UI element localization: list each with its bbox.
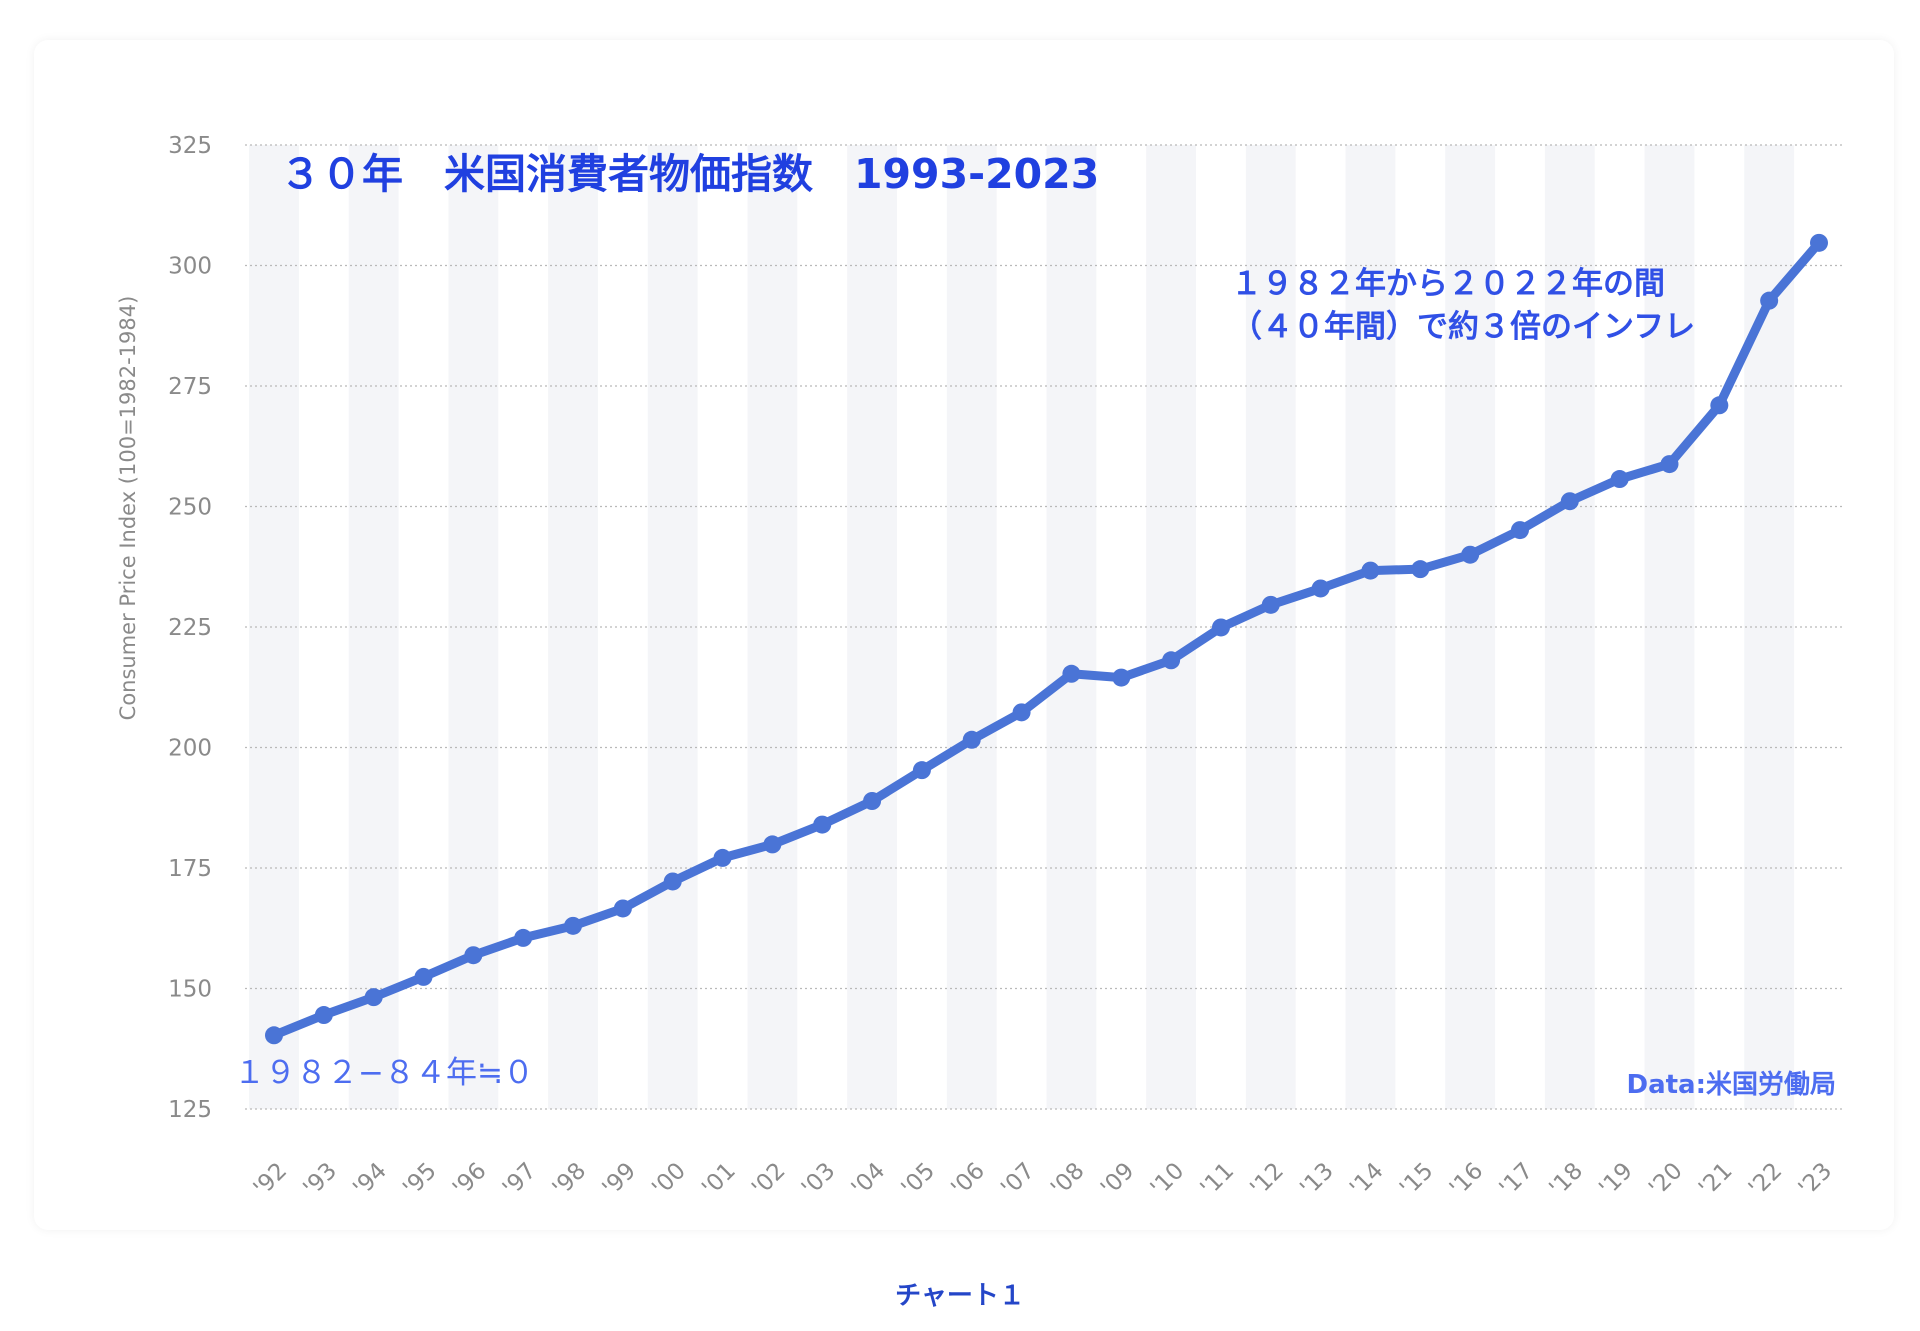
x-tick-label: '08 <box>1046 1158 1090 1202</box>
data-point <box>1710 396 1729 415</box>
x-tick-label: '93 <box>299 1158 343 1202</box>
cpi-line-chart: 125 150 175 200 225 250 275 300 325 '92'93'94'95… <box>116 133 1842 1202</box>
x-tick-label: '19 <box>1594 1158 1638 1202</box>
y-tick-label: 275 <box>168 374 212 400</box>
data-source-label: Data:米国労働局 <box>1627 1070 1837 1100</box>
x-tick-label: '13 <box>1295 1158 1339 1202</box>
data-point <box>1510 521 1529 540</box>
x-tick-label: '06 <box>946 1158 990 1202</box>
y-axis-label: Consumer Price Index (100=1982-1984) <box>116 296 140 721</box>
chart-card: 125 150 175 200 225 250 275 300 325 '92'93'94'95… <box>34 40 1894 1230</box>
data-point <box>564 916 583 935</box>
x-tick-label: '94 <box>348 1158 392 1202</box>
data-point <box>1112 668 1131 687</box>
data-point <box>1012 703 1031 722</box>
x-tick-label: '96 <box>448 1158 492 1202</box>
data-point <box>1461 545 1480 564</box>
data-point <box>1361 561 1380 580</box>
chart-title: ３０年 米国消費者物価指数 1993-2023 <box>280 150 1099 198</box>
data-point <box>962 730 981 749</box>
x-tick-label: '04 <box>847 1158 891 1202</box>
data-point <box>863 792 882 811</box>
x-tick-label: '98 <box>548 1158 592 1202</box>
column-stripe <box>847 145 897 1109</box>
data-point <box>1660 455 1679 474</box>
x-axis-ticks: '92'93'94'95'96'97'98'99'00'01'02'03'04 '… <box>249 1158 1838 1202</box>
x-tick-label: '22 <box>1744 1158 1788 1202</box>
x-tick-label: '09 <box>1096 1158 1140 1202</box>
y-tick-label: 250 <box>168 495 212 521</box>
inflation-annotation-line2: （４０年間）で約３倍のインフレ <box>1231 309 1695 345</box>
x-tick-label: '16 <box>1445 1158 1489 1202</box>
data-point <box>1760 291 1779 310</box>
data-point <box>1411 560 1430 579</box>
x-tick-label: '10 <box>1146 1158 1190 1202</box>
y-tick-label: 175 <box>168 856 212 882</box>
data-point <box>464 946 483 965</box>
data-points <box>265 233 1828 1045</box>
data-point <box>813 815 832 834</box>
data-point <box>663 872 682 891</box>
x-tick-label: '15 <box>1395 1158 1439 1202</box>
data-point <box>514 928 533 947</box>
data-point <box>1610 470 1629 489</box>
data-point <box>613 899 632 918</box>
column-stripe <box>747 145 798 1109</box>
chart-caption: チャート１ <box>895 1281 1025 1311</box>
inflation-annotation-line1: １９８２年から２０２２年の間 <box>1231 266 1665 302</box>
y-axis-ticks: 125 150 175 200 225 250 275 300 325 <box>168 133 212 1123</box>
data-point <box>763 835 782 854</box>
x-tick-label: '23 <box>1794 1158 1838 1202</box>
x-tick-label: '92 <box>249 1158 293 1202</box>
data-point <box>912 761 931 780</box>
y-tick-label: 300 <box>168 254 212 280</box>
data-point <box>1311 579 1330 598</box>
x-tick-label: '17 <box>1495 1158 1539 1202</box>
x-tick-label: '00 <box>647 1158 691 1202</box>
x-tick-label: '99 <box>598 1158 642 1202</box>
x-tick-label: '07 <box>996 1158 1040 1202</box>
data-point <box>364 988 383 1007</box>
data-point <box>1162 651 1181 670</box>
x-tick-label: '95 <box>398 1158 442 1202</box>
data-point <box>314 1006 333 1025</box>
y-tick-label: 325 <box>168 133 212 159</box>
x-tick-label: '97 <box>498 1158 542 1202</box>
x-tick-label: '05 <box>897 1158 941 1202</box>
y-tick-label: 150 <box>168 977 212 1003</box>
data-point <box>265 1026 283 1045</box>
x-tick-label: '02 <box>747 1158 791 1202</box>
x-tick-label: '20 <box>1644 1158 1688 1202</box>
data-point <box>1261 595 1280 614</box>
data-point <box>1810 233 1828 252</box>
y-tick-label: 225 <box>168 615 212 641</box>
y-tick-label: 125 <box>168 1097 212 1123</box>
x-tick-label: '03 <box>797 1158 841 1202</box>
x-tick-label: '12 <box>1245 1158 1289 1202</box>
x-tick-label: '11 <box>1196 1158 1240 1202</box>
x-tick-label: '01 <box>697 1158 741 1202</box>
x-tick-label: '21 <box>1694 1158 1738 1202</box>
data-point <box>713 848 732 867</box>
data-point <box>1211 618 1230 637</box>
baseline-annotation: １９８２−８４年≒０ <box>234 1055 534 1091</box>
x-tick-label: '14 <box>1345 1158 1389 1202</box>
data-point <box>1560 492 1579 511</box>
data-point <box>1062 664 1081 683</box>
data-point <box>414 967 433 986</box>
x-tick-label: '18 <box>1544 1158 1588 1202</box>
y-tick-label: 200 <box>168 736 212 762</box>
